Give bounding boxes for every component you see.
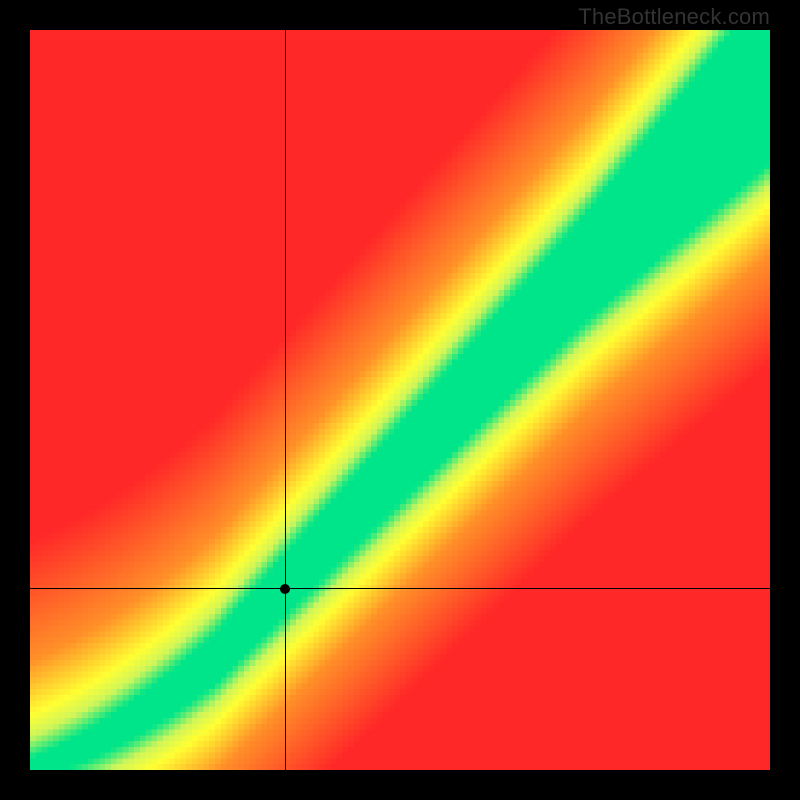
crosshair-vertical: [285, 30, 286, 770]
heatmap-canvas: [30, 30, 770, 770]
heatmap-plot: [30, 30, 770, 770]
intersection-marker: [280, 584, 290, 594]
crosshair-horizontal: [30, 588, 770, 589]
watermark-text: TheBottleneck.com: [578, 4, 770, 30]
